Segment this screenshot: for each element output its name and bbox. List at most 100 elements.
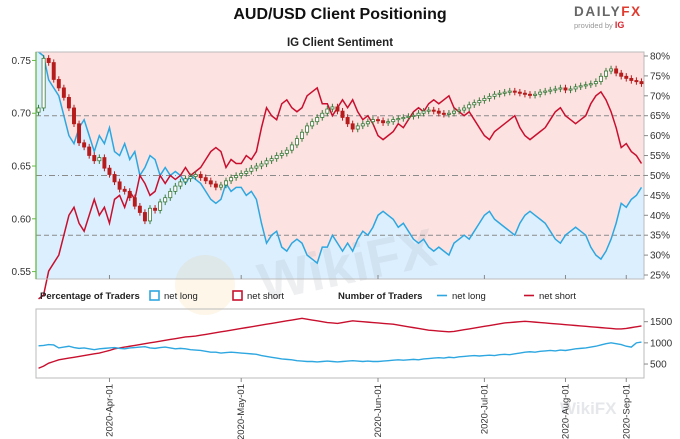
candle-body [588, 83, 593, 86]
candle-body [66, 97, 71, 109]
candle-body [188, 176, 193, 180]
sentiment-lines [38, 51, 643, 300]
top-panel-frame [35, 51, 645, 280]
candle-body [36, 107, 41, 113]
legend-num-long-label: net long [452, 291, 486, 302]
candle-body [224, 180, 228, 186]
candle-body [593, 81, 598, 85]
candle-body [553, 88, 558, 91]
candle-body [294, 138, 299, 146]
candle-body [77, 123, 82, 144]
bottom-axes: 1500 1000 500 2020-Apr-01 2020-May-01 2020-Ju… [104, 275, 673, 439]
candle-body [381, 120, 386, 124]
candle-body [365, 121, 370, 125]
legend-pct-short-label: net short [247, 291, 284, 302]
pct-tick-label: 25% [650, 271, 670, 282]
candle-body [472, 102, 477, 106]
net-short-area [36, 52, 644, 264]
price-candles [36, 55, 644, 225]
candle-body [305, 125, 310, 133]
logo-main-text: DAILY [574, 4, 622, 19]
reference-lines [36, 115, 644, 236]
candle-body [345, 117, 350, 125]
candle-body [87, 146, 92, 156]
candle-body [264, 160, 269, 165]
pct-tick-label: 70% [650, 91, 670, 102]
candle-body [614, 68, 619, 74]
candle-body [578, 85, 583, 88]
candle-body [467, 104, 472, 109]
candle-body [462, 107, 467, 111]
candle-body [401, 117, 406, 120]
net-long-area [36, 52, 644, 279]
logo-sub-text: provided by [574, 21, 613, 30]
candle-body [619, 72, 624, 77]
candle-body [279, 152, 284, 156]
trader-count-lines [38, 317, 642, 369]
candle-body [127, 190, 132, 199]
price-tick-label: 0.75 [12, 56, 32, 67]
candle-body [61, 87, 66, 98]
price-tick-label: 0.70 [12, 109, 32, 120]
candle-body [183, 178, 188, 183]
candle-body [300, 131, 304, 139]
candle-body [512, 90, 517, 93]
candle-body [153, 207, 158, 211]
sentiment-background [36, 52, 644, 279]
price-tick-label: 0.65 [12, 162, 32, 173]
candle-body [41, 57, 46, 109]
candle-body [259, 163, 264, 167]
legend-pct-long-label: net long [164, 291, 198, 302]
candle-body [112, 174, 117, 183]
candle-body [234, 175, 239, 179]
candle-body [492, 93, 497, 97]
candle-body [132, 197, 137, 207]
net-short-count-line [38, 317, 642, 369]
candle-body [517, 91, 522, 94]
candle-body [452, 110, 456, 114]
logo-ig-text: IG [614, 20, 625, 30]
pct-tick-label: 60% [650, 131, 670, 142]
candle-body [370, 119, 375, 123]
candle-body [487, 95, 492, 99]
pct-tick-label: 35% [650, 231, 670, 242]
candle-body [97, 157, 102, 162]
candle-body [239, 173, 244, 176]
candle-body [528, 93, 532, 96]
candle-body [335, 106, 340, 112]
bottom-panel-border [35, 308, 645, 379]
candle-body [441, 112, 446, 115]
candle-body [446, 112, 451, 115]
candle-body [330, 106, 335, 110]
candle-body [249, 167, 254, 172]
candle-body [436, 110, 441, 114]
pct-tick-label: 75% [650, 71, 670, 82]
candle-body [284, 149, 289, 154]
candle-body [558, 87, 563, 90]
candle-body [254, 165, 259, 169]
candle-body [122, 188, 127, 192]
candle-body [193, 174, 198, 177]
candle-body [563, 87, 568, 91]
candle-body [507, 90, 512, 93]
candle-body [391, 119, 396, 123]
candle-body [502, 91, 507, 94]
candle-body [310, 121, 315, 127]
candle-body [416, 112, 421, 116]
candle-body [421, 110, 426, 114]
pct-tick-label: 65% [650, 111, 670, 122]
page-title: AUD/USD Client Positioning [233, 6, 447, 23]
candle-body [573, 86, 578, 90]
candle-body [229, 177, 234, 182]
candle-body [598, 75, 603, 82]
pct-tick-label: 30% [650, 251, 670, 262]
count-tick-label: 1000 [650, 338, 673, 349]
candle-body [107, 167, 112, 175]
pct-tick-label: 40% [650, 211, 670, 222]
candle-body [639, 81, 644, 85]
candle-body [583, 84, 588, 87]
candle-body [178, 181, 183, 187]
candle-body [72, 107, 76, 125]
candle-body [148, 207, 152, 222]
